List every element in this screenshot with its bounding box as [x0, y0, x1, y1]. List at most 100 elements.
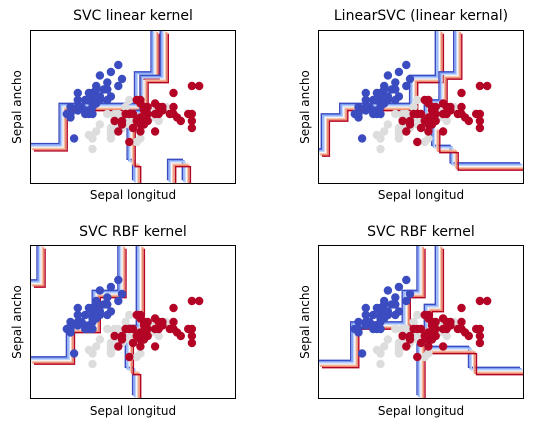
setosa-point [107, 92, 115, 100]
virginica-point [432, 117, 440, 125]
setosa-point [107, 283, 115, 291]
versicolor-point [391, 110, 399, 118]
setosa-point [114, 276, 122, 284]
panel-3-xlabel: Sepal longitud [90, 404, 176, 418]
setosa-point [358, 134, 366, 142]
versicolor-point [103, 325, 111, 333]
virginica-point [476, 82, 484, 90]
virginica-point [483, 82, 491, 90]
decision-boundaries [314, 241, 528, 402]
versicolor-point [384, 335, 392, 343]
setosa-point [384, 71, 392, 79]
panel-2-ylabel: Sepal ancho [298, 70, 312, 144]
virginica-point [446, 106, 454, 114]
setosa-point [96, 71, 104, 79]
panel-4-title: SVC RBF kernel [367, 224, 475, 240]
setosa-point [70, 349, 78, 357]
setosa-point [395, 307, 403, 315]
setosa-point [395, 92, 403, 100]
panel-1-xlabel: Sepal longitud [90, 188, 176, 202]
panel-4-ylabel: Sepal ancho [298, 285, 312, 359]
plot-area-3 [30, 245, 236, 399]
virginica-point [465, 117, 473, 125]
virginica-point [457, 89, 465, 97]
virginica-point [110, 117, 118, 125]
setosa-point [96, 311, 104, 319]
setosa-point [66, 103, 74, 111]
panel-4-xlabel: Sepal longitud [378, 404, 464, 418]
virginica-point [432, 332, 440, 340]
setosa-point [107, 307, 115, 315]
virginica-point [413, 353, 421, 361]
panel-2-title: LinearSVC (linear kernal) [334, 8, 508, 24]
virginica-point [158, 106, 166, 114]
plot-area-1 [30, 30, 236, 184]
panel-3-ylabel: Sepal ancho [10, 285, 24, 359]
virginica-point [151, 127, 159, 135]
virginica-point [144, 117, 152, 125]
panel-3-title: SVC RBF kernel [79, 224, 187, 240]
setosa-point [70, 134, 78, 142]
setosa-point [406, 75, 414, 83]
virginica-point [188, 325, 196, 333]
versicolor-point [376, 360, 384, 368]
versicolor-point [88, 145, 96, 153]
panel-2-xlabel: Sepal longitud [378, 188, 464, 202]
virginica-point [169, 304, 177, 312]
virginica-point [188, 110, 196, 118]
virginica-point [439, 342, 447, 350]
versicolor-point [96, 335, 104, 343]
setosa-point [118, 75, 126, 83]
virginica-point [144, 103, 152, 111]
setosa-point [74, 304, 82, 312]
virginica-point [439, 127, 447, 135]
setosa-point [395, 68, 403, 76]
versicolor-point [88, 360, 96, 368]
virginica-point [398, 117, 406, 125]
setosa-point [114, 61, 122, 69]
virginica-point [151, 342, 159, 350]
setosa-point [96, 96, 104, 104]
setosa-point [96, 286, 104, 294]
virginica-point [476, 110, 484, 118]
versicolor-point [125, 311, 133, 319]
setosa-point [395, 283, 403, 291]
versicolor-point [125, 96, 133, 104]
axes-frame [319, 31, 524, 184]
versicolor-point [96, 120, 104, 128]
virginica-point [188, 82, 196, 90]
setosa-point [118, 290, 126, 298]
setosa-point [402, 61, 410, 69]
virginica-point [413, 138, 421, 146]
virginica-point [177, 117, 185, 125]
setosa-point [107, 68, 115, 76]
versicolor-point [413, 311, 421, 319]
versicolor-point [103, 110, 111, 118]
setosa-point [402, 276, 410, 284]
virginica-point [144, 318, 152, 326]
setosa-point [358, 349, 366, 357]
setosa-point [362, 304, 370, 312]
virginica-point [446, 321, 454, 329]
plot-area-2 [318, 30, 524, 184]
setosa-point [406, 290, 414, 298]
setosa-point [384, 96, 392, 104]
virginica-point [125, 353, 133, 361]
setosa-point [362, 89, 370, 97]
virginica-point [195, 297, 203, 305]
setosa-point [384, 311, 392, 319]
plot-area-4 [318, 245, 524, 399]
virginica-point [125, 138, 133, 146]
setosa-point [354, 103, 362, 111]
virginica-point [158, 321, 166, 329]
virginica-point [432, 103, 440, 111]
virginica-point [476, 297, 484, 305]
virginica-point [144, 332, 152, 340]
virginica-point [483, 297, 491, 305]
boundary-0-level-0 [26, 241, 37, 279]
panel-1-ylabel: Sepal ancho [10, 70, 24, 144]
virginica-point [169, 89, 177, 97]
virginica-point [195, 82, 203, 90]
setosa-point [66, 318, 74, 326]
virginica-point [432, 318, 440, 326]
